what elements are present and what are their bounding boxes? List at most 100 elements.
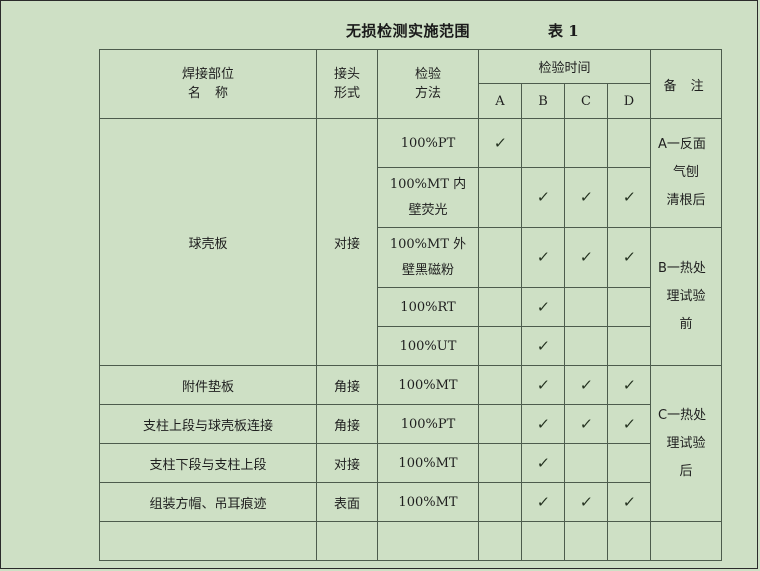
check-cell-a xyxy=(478,365,522,405)
check-cell-b: ✓ xyxy=(521,404,565,444)
check-cell-a xyxy=(478,521,522,561)
check-cell-c xyxy=(564,443,608,483)
check-cell-c: ✓ xyxy=(564,167,608,228)
cell-remark xyxy=(650,521,723,561)
check-icon: ✓ xyxy=(535,414,551,433)
check-cell-d: ✓ xyxy=(606,365,652,405)
check-icon: ✓ xyxy=(535,297,551,316)
cell-inspection-method: 100%MT xyxy=(377,365,479,405)
cell-inspection-method: 100%MT 外壁黑磁粉 xyxy=(377,227,479,288)
table-row: 附件垫板 角接 100%MT ✓ ✓ ✓ C一热处 理试验后 xyxy=(99,365,723,522)
table-header: 焊接部位 名 称 接头 形式 检验 方法 检验时间 备 注 A B C D xyxy=(99,49,723,119)
header-time-d: D xyxy=(606,83,652,119)
cell-weld-part-name xyxy=(99,521,317,561)
header-inspection-time-group: 检验时间 xyxy=(477,49,652,84)
check-cell-a xyxy=(478,326,522,366)
table-row: 球壳板 对接 100%PT ✓ A一反面 气刨 清根后 xyxy=(99,118,723,366)
check-cell-a xyxy=(478,287,522,327)
check-cell-d xyxy=(606,326,652,366)
remark-line-3: 清根后 xyxy=(666,193,706,208)
cell-inspection-method: 100%MT xyxy=(377,482,479,522)
check-cell-b: ✓ xyxy=(521,365,565,405)
check-cell-a xyxy=(478,404,522,444)
table-row: 支柱上段与球壳板连接 角接 100%PT ✓ ✓ ✓ xyxy=(99,404,722,444)
header-joint-type: 接头 形式 xyxy=(316,49,378,119)
check-cell-a xyxy=(478,482,522,522)
cell-remark: A一反面 气刨 清根后 xyxy=(650,118,723,228)
check-cell-a xyxy=(478,167,522,228)
check-icon: ✓ xyxy=(578,188,594,206)
header-time-a: A xyxy=(478,83,522,119)
cell-remark: C一热处理试验后 xyxy=(650,365,723,522)
check-icon: ✓ xyxy=(578,375,594,394)
check-icon: ✓ xyxy=(578,414,594,433)
cell-weld-part-name: 支柱上段与球壳板连接 xyxy=(99,404,317,444)
check-cell-d: ✓ xyxy=(606,167,652,228)
remark-line-1: C一热处 xyxy=(658,407,707,423)
method-line2: 壁黑磁粉 xyxy=(401,262,454,278)
header-method-line1: 检验 xyxy=(414,67,441,82)
check-cell-b xyxy=(521,521,565,561)
check-icon: ✓ xyxy=(535,375,551,394)
cell-inspection-method: 100%MT 内壁荧光 xyxy=(377,167,479,228)
cell-weld-part-name: 球壳板 xyxy=(99,118,317,366)
remark-line-1: A一反面 xyxy=(658,137,706,152)
check-cell-c: ✓ xyxy=(564,227,608,288)
check-icon: ✓ xyxy=(621,414,637,433)
cell-joint-type: 角接 xyxy=(316,365,378,405)
remark-line-2: 理试验 xyxy=(666,435,706,451)
page-title: 无损检测实施范围 xyxy=(346,21,471,40)
check-cell-c: ✓ xyxy=(564,482,608,522)
remark-text-b: B一热处 理试验前 xyxy=(651,253,721,341)
check-cell-d xyxy=(606,118,652,168)
check-icon: ✓ xyxy=(621,375,637,394)
header-weld-part-line1: 焊接部位 xyxy=(181,67,234,82)
check-cell-b: ✓ xyxy=(521,482,565,522)
check-cell-d xyxy=(606,521,652,561)
check-cell-b: ✓ xyxy=(521,167,565,228)
check-cell-c xyxy=(564,287,608,327)
method-line1: 100%MT 外 xyxy=(389,236,467,252)
cell-inspection-method xyxy=(377,521,479,561)
check-icon: ✓ xyxy=(621,248,637,266)
table-row: 100%MT 内壁荧光 ✓ ✓ ✓ xyxy=(100,167,722,228)
header-joint-line1: 接头 xyxy=(333,67,360,82)
check-icon: ✓ xyxy=(535,453,551,472)
cell-inspection-method: 100%UT xyxy=(377,326,479,366)
check-icon: ✓ xyxy=(621,188,637,206)
cell-inspection-method: 100%RT xyxy=(377,287,479,327)
check-icon: ✓ xyxy=(578,248,594,266)
remark-line-3: 后 xyxy=(679,463,693,479)
check-cell-b: ✓ xyxy=(521,326,565,366)
table-row: 100%RT ✓ xyxy=(100,287,722,327)
cell-remark: B一热处 理试验前 xyxy=(650,227,723,366)
header-remark: 备 注 xyxy=(650,49,723,119)
check-cell-d: ✓ xyxy=(606,227,652,288)
document-title-row: 无损检测实施范围 表 1 xyxy=(1,18,757,42)
header-time-b: B xyxy=(521,83,565,119)
check-icon: ✓ xyxy=(535,248,551,266)
check-cell-c xyxy=(564,521,608,561)
cell-joint-type xyxy=(316,521,378,561)
check-icon: ✓ xyxy=(535,492,551,511)
cell-joint-type: 角接 xyxy=(316,404,378,444)
method-line2: 壁荧光 xyxy=(408,202,448,218)
check-cell-b xyxy=(521,118,565,168)
cell-joint-type: 对接 xyxy=(316,443,378,483)
check-cell-c: ✓ xyxy=(564,404,608,444)
remark-text-a: A一反面 气刨 清根后 xyxy=(651,129,721,217)
check-icon: ✓ xyxy=(578,492,594,511)
header-inspection-method: 检验 方法 xyxy=(377,49,479,119)
cell-joint-type: 表面 xyxy=(316,482,378,522)
table-row xyxy=(99,521,723,561)
check-icon: ✓ xyxy=(535,336,551,355)
cell-inspection-method: 100%MT xyxy=(377,443,479,483)
check-cell-c: ✓ xyxy=(564,365,608,405)
header-row-2: A B C D xyxy=(100,83,722,119)
check-cell-b: ✓ xyxy=(521,443,565,483)
cell-weld-part-name: 附件垫板 xyxy=(99,365,317,405)
check-cell-a: ✓ xyxy=(478,118,522,168)
check-cell-d xyxy=(606,443,652,483)
cell-weld-part-name: 组装方帽、吊耳痕迹 xyxy=(99,482,317,522)
